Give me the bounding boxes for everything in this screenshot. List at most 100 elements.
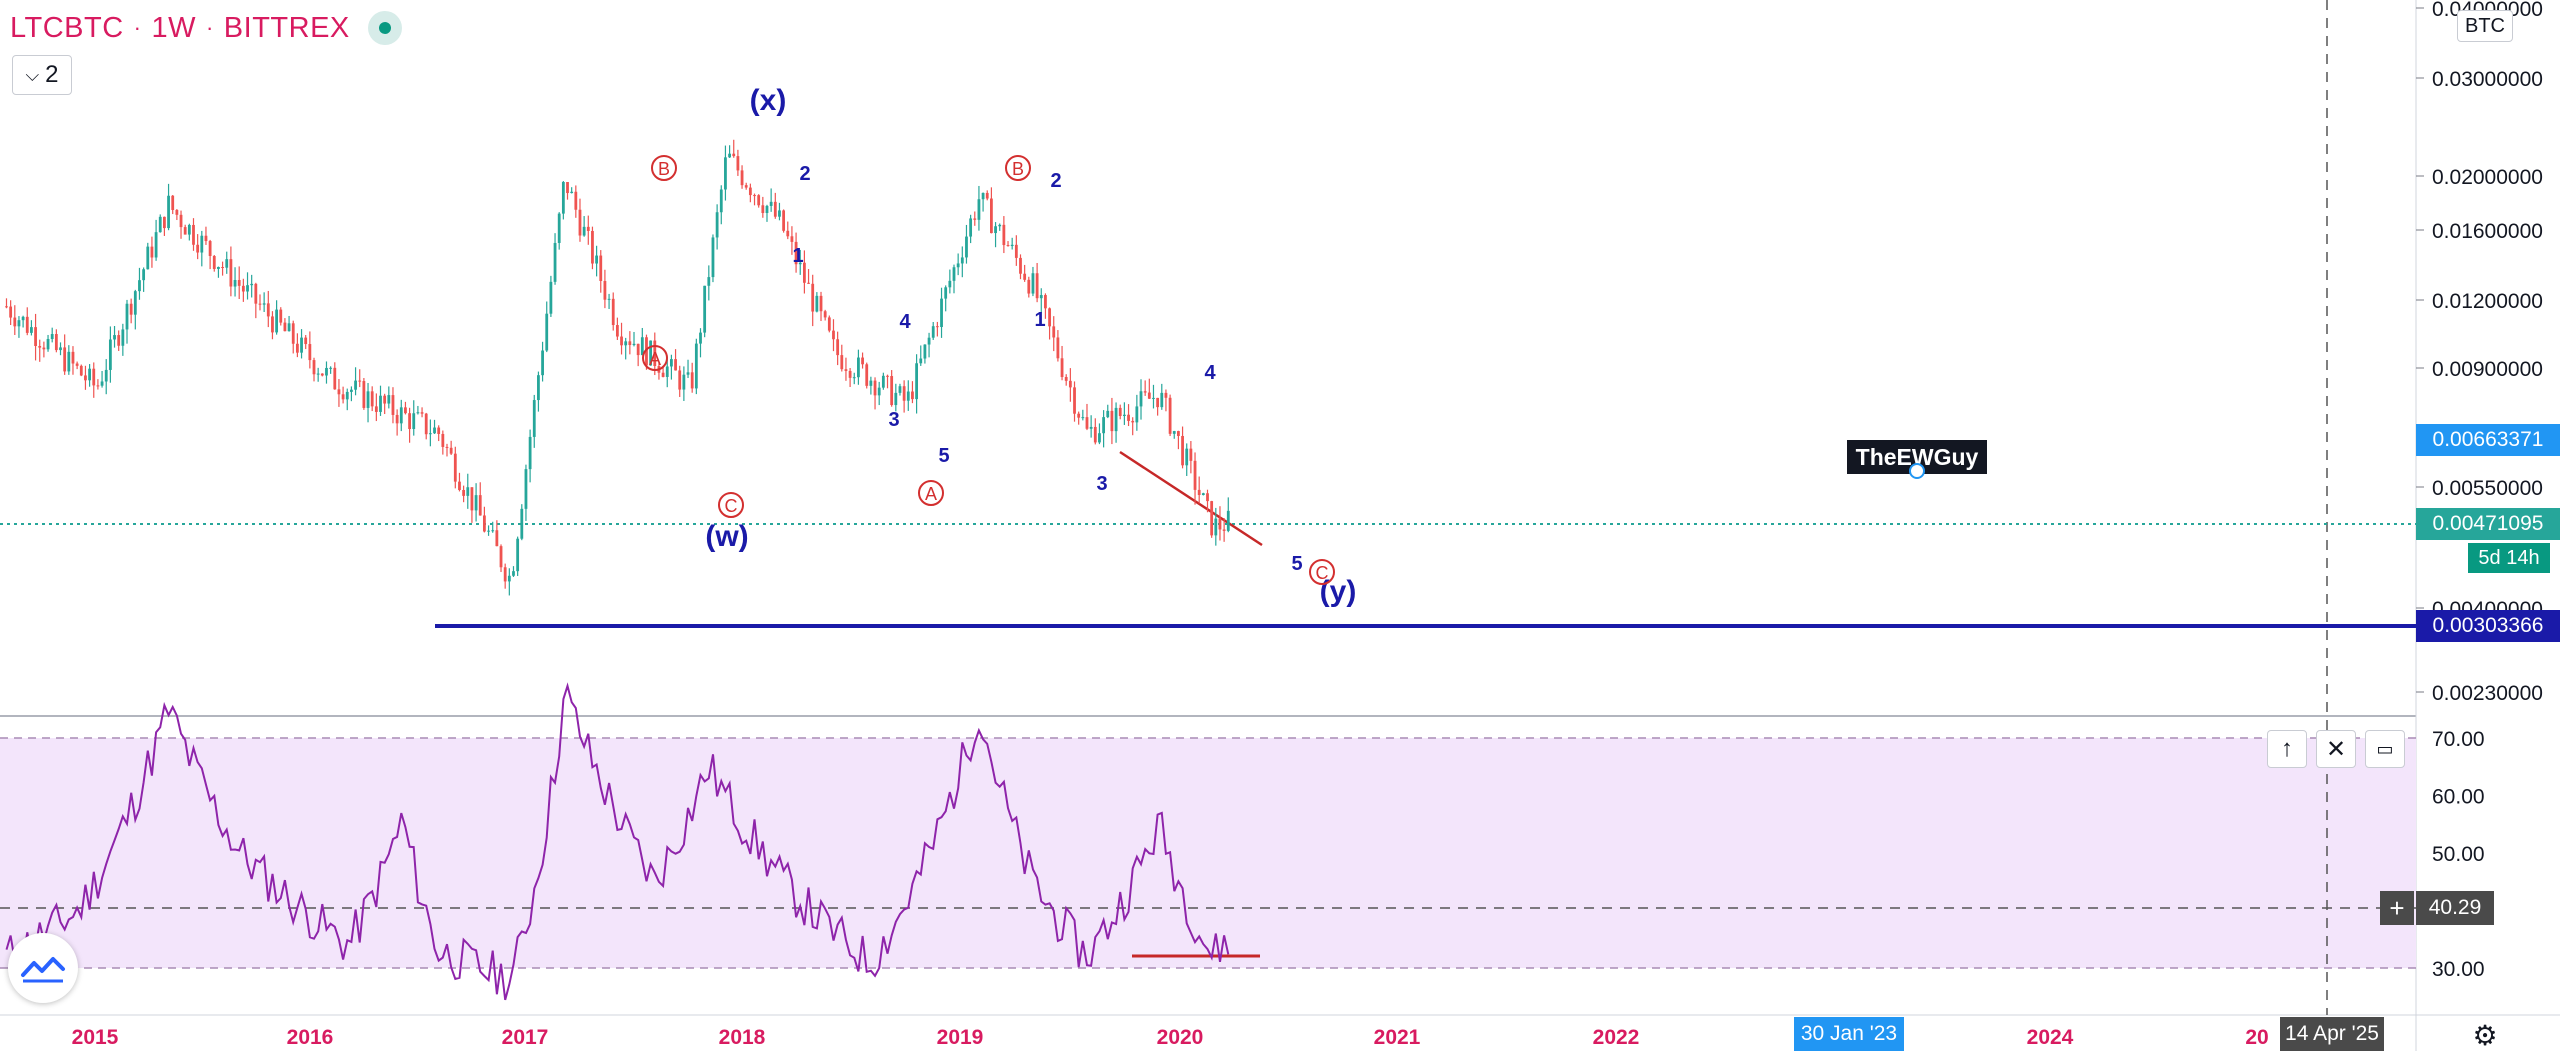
wedge-trendline[interactable] — [1119, 450, 1263, 547]
wave-label: 5 — [1291, 553, 1302, 575]
candle-body — [566, 182, 569, 194]
candle-body — [512, 571, 515, 576]
candle-body — [1048, 308, 1051, 327]
candle-body — [266, 303, 270, 317]
candle-body — [973, 218, 977, 220]
price-axis-label: 0.02000000 — [2432, 166, 2543, 189]
wave-circle-marker — [1309, 559, 1335, 585]
candle-body — [857, 357, 860, 378]
close-pane-button[interactable]: ✕ — [2316, 730, 2356, 768]
candle-body — [283, 322, 287, 332]
plus-icon: + — [2389, 892, 2405, 923]
symbol-header[interactable]: LTCBTC · 1W · BITTREX — [10, 8, 402, 48]
candle-body — [5, 306, 8, 308]
wave-label: 2 — [799, 163, 810, 185]
candle-body — [354, 380, 357, 390]
candle-body — [682, 374, 686, 390]
rsi-value-tag: 40.29 — [2416, 891, 2494, 925]
candle-body — [416, 412, 420, 414]
price-axis-label: 0.00230000 — [2432, 682, 2543, 705]
candle-body — [724, 157, 727, 190]
candle-body — [998, 224, 1002, 227]
candle-body — [732, 153, 736, 157]
currency-button[interactable]: BTC — [2457, 10, 2513, 42]
candle-body — [595, 255, 599, 264]
time-axis-label: 2024 — [2027, 1026, 2074, 1049]
add-alert-button[interactable]: + — [2380, 891, 2414, 925]
tradingview-logo-button[interactable] — [8, 933, 78, 1003]
candle-body — [1085, 417, 1089, 429]
candle-body — [628, 341, 632, 346]
cursor-price-tag: 0.00663371 — [2416, 424, 2560, 456]
candle-body — [927, 337, 931, 345]
candle-body — [30, 327, 33, 333]
candle-body — [316, 373, 320, 375]
candle-body — [150, 246, 154, 258]
time-axis[interactable]: 2015 2016 2017 2018 2019 2020 2021 2022 2024 20 — [72, 1026, 2269, 1049]
candle-body — [528, 436, 532, 470]
candle-body — [358, 380, 362, 382]
price-axis[interactable]: 0.040000000.030000000.020000000.01600000… — [2416, 0, 2543, 705]
candle-body — [154, 232, 158, 258]
candle-body — [832, 330, 835, 340]
candle-body — [848, 370, 852, 378]
candle-body — [333, 367, 337, 390]
candle-body — [21, 316, 25, 321]
candle-body — [1193, 460, 1197, 490]
candle-body — [241, 285, 245, 292]
anchor-handle[interactable] — [1909, 463, 1925, 479]
symbol-name[interactable]: LTCBTC — [10, 11, 124, 44]
candle-body — [1044, 295, 1047, 309]
maximize-pane-button[interactable]: ▭ — [2365, 730, 2405, 768]
candle-body — [462, 489, 466, 496]
candle-body — [640, 337, 644, 356]
indicators-collapse-button[interactable]: ⌵ 2 — [12, 55, 72, 95]
candle-body — [271, 316, 274, 333]
interval-label[interactable]: 1W — [151, 11, 196, 44]
candle-body — [1139, 391, 1143, 407]
candle-body — [175, 209, 179, 215]
candle-body — [466, 487, 470, 496]
candle-body — [840, 355, 844, 370]
candle-body — [192, 224, 195, 245]
candle-body — [171, 195, 175, 210]
candle-body — [674, 359, 677, 371]
candle-body — [711, 237, 715, 278]
candle-body — [1027, 279, 1031, 294]
candle-body — [852, 377, 856, 379]
candle-body — [158, 216, 162, 233]
candle-body — [233, 280, 237, 287]
time-axis-label: 2019 — [937, 1026, 984, 1049]
wave-label: (w) — [705, 520, 748, 553]
market-status-icon[interactable] — [367, 11, 402, 45]
candle-body — [404, 407, 407, 414]
candle-body — [125, 303, 129, 330]
candle-body — [133, 291, 137, 315]
candle-body — [254, 283, 258, 304]
candle-body — [79, 365, 83, 376]
rsi-axis[interactable]: 70.00 60.00 50.00 30.00 — [2432, 728, 2485, 981]
candle-body — [586, 226, 590, 231]
candle-body — [1164, 392, 1168, 398]
candle-body — [678, 370, 682, 390]
move-pane-up-button[interactable]: ↑ — [2267, 730, 2307, 768]
candle-body — [948, 280, 952, 288]
candle-body — [915, 363, 918, 400]
candle-body — [96, 385, 100, 387]
candle-body — [84, 375, 87, 381]
candle-body — [142, 269, 146, 281]
candle-body — [121, 329, 125, 346]
candle-body — [1147, 392, 1151, 399]
candle-body — [453, 453, 457, 482]
candle-body — [1073, 387, 1076, 414]
candle-body — [1160, 392, 1164, 408]
wave-circle-marker — [642, 345, 668, 371]
gear-icon[interactable]: ⚙ — [2472, 1019, 2498, 1051]
elliott-wave-labels: (x) (w) (y) 2 1 4 3 5 2 1 4 3 5 B A C A B C — [642, 84, 1356, 608]
time-axis-label: 2016 — [287, 1026, 334, 1049]
candle-body — [108, 339, 112, 370]
price-axis-label: 0.01200000 — [2432, 290, 2543, 313]
candle-body — [1056, 337, 1060, 359]
candle-body — [645, 337, 648, 366]
